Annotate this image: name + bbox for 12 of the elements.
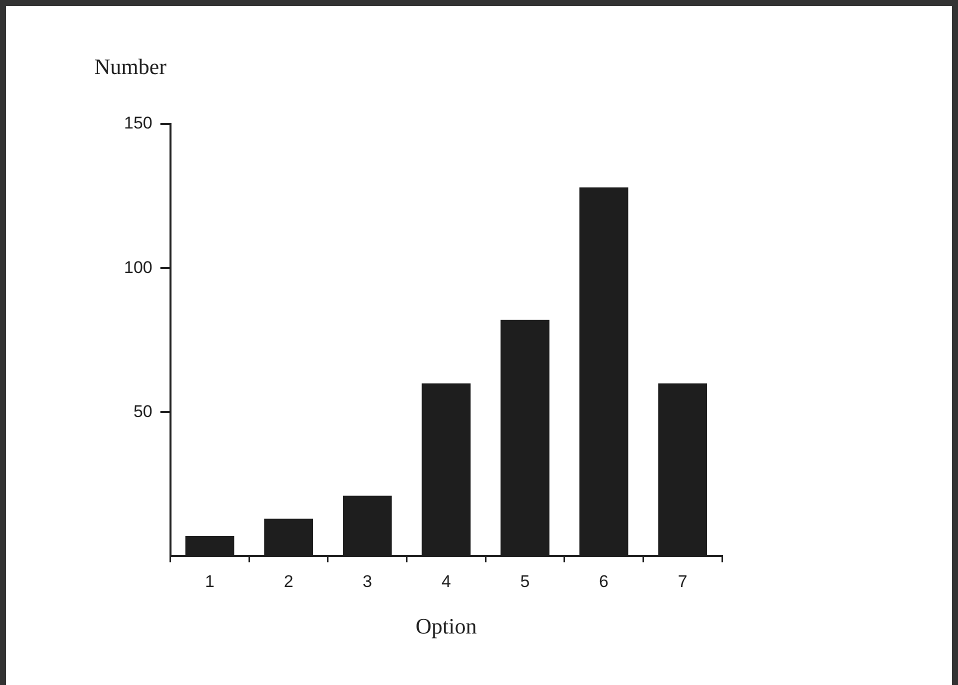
y-tick-label: 150 (124, 114, 152, 133)
y-axis-title: Number (94, 54, 168, 79)
x-tick-label: 3 (362, 572, 372, 592)
x-tick-label: 5 (520, 572, 530, 592)
x-tick-label: 7 (678, 572, 688, 592)
y-tick-label: 50 (133, 402, 152, 421)
y-tick-label: 100 (124, 258, 152, 277)
x-tick-label: 4 (441, 572, 451, 592)
x-tick-label: 2 (284, 572, 294, 592)
x-tick-label: 6 (599, 572, 609, 592)
x-axis-title: Option (416, 614, 477, 639)
x-tick-label: 1 (205, 572, 214, 592)
